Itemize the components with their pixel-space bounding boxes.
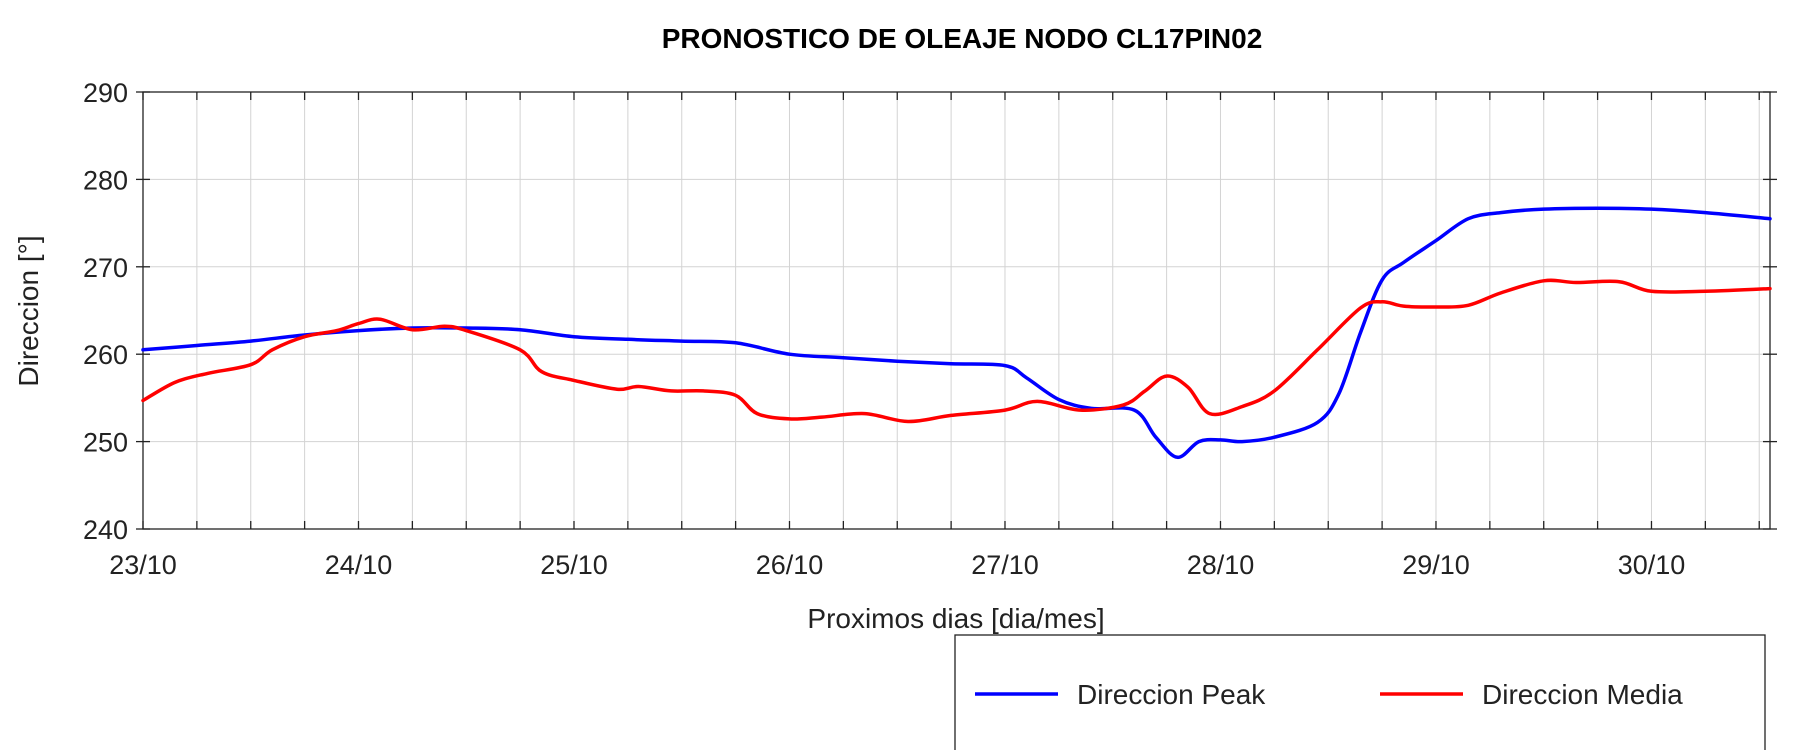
chart-title: PRONOSTICO DE OLEAJE NODO CL17PIN02 <box>662 23 1263 54</box>
x-tick-label: 27/10 <box>971 550 1039 580</box>
y-tick-label: 280 <box>83 165 128 195</box>
grid-lines <box>142 91 1770 530</box>
x-tick-label: 30/10 <box>1618 550 1686 580</box>
y-tick-label: 240 <box>83 515 128 545</box>
x-tick-label: 24/10 <box>325 550 393 580</box>
legend-label-direccion-media: Direccion Media <box>1482 679 1683 710</box>
y-tick-label: 260 <box>83 340 128 370</box>
x-tick-label: 28/10 <box>1187 550 1255 580</box>
x-tick-label: 26/10 <box>756 550 824 580</box>
legend: Direccion Peak Direccion Media <box>954 634 1766 750</box>
legend-label-direccion-peak: Direccion Peak <box>1077 679 1266 710</box>
series-line-direccion-peak <box>141 206 1772 460</box>
x-tick-label: 23/10 <box>109 550 177 580</box>
series-lines <box>141 206 1772 460</box>
y-tick-label: 250 <box>83 428 128 458</box>
x-tick-labels: 23/10 24/10 25/10 26/10 27/10 28/10 29/10 30/10 <box>109 550 1685 580</box>
y-tick-label: 270 <box>83 253 128 283</box>
y-tick-labels: 240 250 260 270 280 290 <box>83 78 128 545</box>
series-line-direccion-media <box>141 278 1772 424</box>
plot-frame <box>142 91 1771 530</box>
y-tick-label: 290 <box>83 78 128 108</box>
x-axis-label: Proximos dias [dia/mes] <box>807 603 1104 634</box>
axis-ticks <box>136 91 1777 530</box>
x-tick-label: 29/10 <box>1402 550 1470 580</box>
legend-box <box>954 634 1766 750</box>
x-tick-label: 25/10 <box>540 550 608 580</box>
y-axis-label: Direccion [°] <box>13 235 44 386</box>
